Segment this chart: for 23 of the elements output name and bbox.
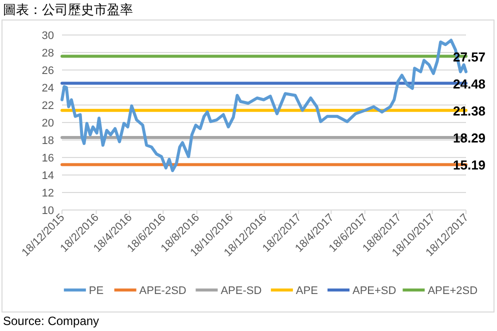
y-tick-label: 12 [42, 188, 54, 200]
legend-label: PE [88, 285, 104, 297]
y-tick-label: 14 [42, 170, 54, 182]
legend-label: APE-SD [220, 285, 262, 297]
chart-title: 圖表：公司歷史市盈率 [3, 2, 133, 17]
data-label: 15.19 [453, 158, 486, 173]
source-note: Source: Company [3, 314, 100, 328]
data-label: 21.38 [453, 103, 486, 118]
y-tick-label: 10 [42, 205, 54, 217]
legend-label: APE [296, 285, 318, 297]
y-tick-label: 22 [42, 100, 54, 112]
legend-label: APE+2SD [428, 285, 478, 297]
legend-label: APE-2SD [139, 285, 186, 297]
y-tick-label: 24 [42, 82, 54, 94]
data-label: 18.29 [453, 130, 486, 146]
y-tick-label: 16 [42, 152, 54, 164]
y-tick-label: 30 [42, 30, 54, 42]
data-label: 24.48 [453, 76, 486, 92]
y-tick-label: 18 [42, 135, 54, 147]
legend-label: APE+SD [352, 285, 396, 297]
y-tick-label: 20 [42, 118, 54, 130]
y-tick-label: 26 [42, 65, 54, 77]
y-tick-label: 28 [42, 48, 54, 60]
